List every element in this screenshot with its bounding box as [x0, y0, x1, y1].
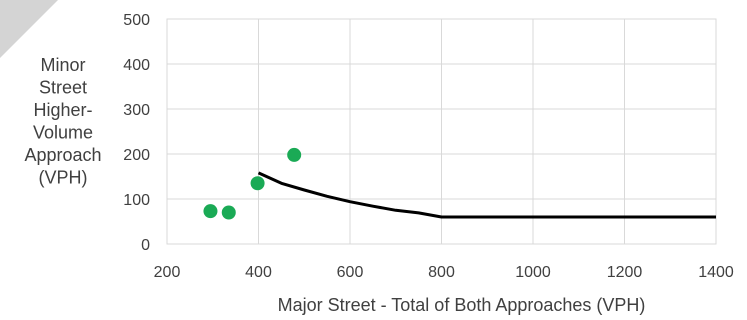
y-tick-label: 400: [123, 57, 150, 74]
y-axis-title-line: (VPH): [39, 168, 88, 188]
data-point: [287, 147, 302, 162]
y-tick-label: 100: [123, 192, 150, 209]
y-axis-title-line: Minor: [40, 55, 85, 75]
y-axis-title-line: Higher-: [33, 100, 92, 120]
threshold-curve: [257, 171, 716, 219]
y-tick-label: 200: [123, 147, 150, 164]
data-points: [203, 147, 302, 220]
x-tick-label: 200: [154, 264, 181, 281]
y-tick-label: 500: [123, 12, 150, 29]
x-tick-label: 400: [245, 264, 272, 281]
x-tick-labels: 200 400 600 800 1000 1200 1400: [154, 264, 734, 281]
x-tick-label: 1000: [515, 264, 551, 281]
y-tick-labels: 0 100 200 300 400 500: [123, 12, 150, 254]
data-point: [250, 176, 265, 191]
y-tick-label: 0: [141, 237, 150, 254]
corner-fold-decoration: [0, 0, 58, 58]
data-point: [203, 204, 218, 219]
y-axis-title-line: Volume: [33, 123, 93, 143]
plot-frame: [166, 18, 717, 245]
y-tick-label: 300: [123, 102, 150, 119]
grid-lines: [166, 18, 717, 245]
x-tick-label: 800: [428, 264, 455, 281]
y-axis-title-line: Approach: [24, 145, 101, 165]
threshold-curve-layer: [257, 171, 716, 219]
x-tick-label: 1200: [607, 264, 643, 281]
y-axis-title: Minor Street Higher- Volume Approach (VPH): [24, 55, 101, 188]
x-axis-title: Major Street - Total of Both Approaches …: [278, 295, 646, 315]
x-tick-label: 1400: [698, 264, 734, 281]
data-point: [221, 205, 236, 220]
x-tick-label: 600: [337, 264, 364, 281]
y-axis-title-line: Street: [39, 78, 87, 98]
